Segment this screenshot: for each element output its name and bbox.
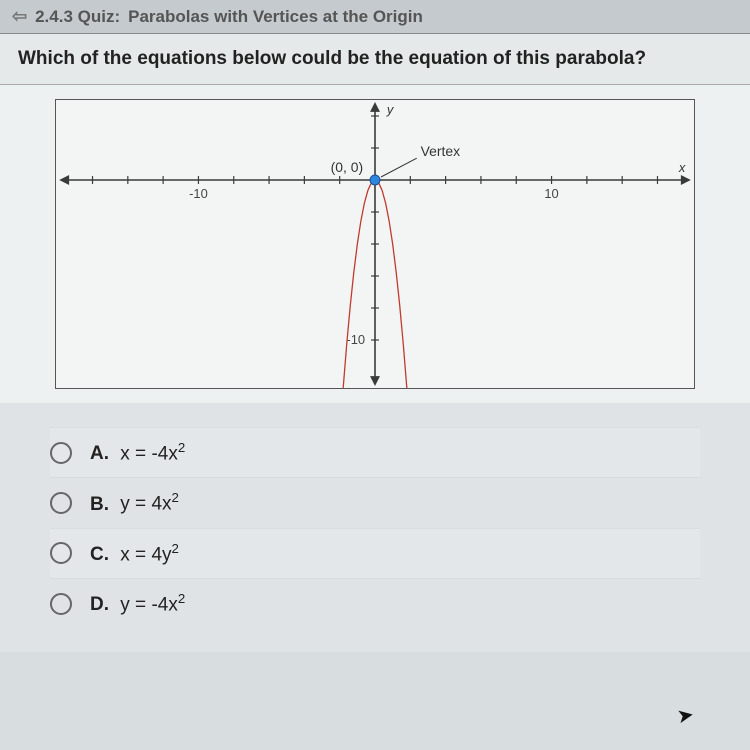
- eq-lhs: x: [120, 544, 130, 565]
- answer-letter: C.: [90, 544, 109, 565]
- answer-letter: A.: [90, 443, 109, 464]
- eq-var: x: [162, 494, 172, 515]
- answer-text: A. x = -4x2: [90, 440, 185, 465]
- quiz-title: Parabolas with Vertices at the Origin: [128, 7, 423, 27]
- eq-var: x: [168, 443, 178, 464]
- eq-exp: 2: [172, 490, 179, 505]
- radio-c[interactable]: [50, 542, 72, 564]
- answers-list: A. x = -4x2 B. y = 4x2 C. x = 4y2 D. y =…: [0, 403, 750, 652]
- svg-text:Vertex: Vertex: [421, 143, 460, 159]
- radio-b[interactable]: [50, 492, 72, 514]
- back-icon[interactable]: ⇦: [12, 6, 27, 27]
- eq-coef: -4: [151, 443, 168, 464]
- eq-var: y: [162, 544, 172, 565]
- svg-text:10: 10: [544, 186, 558, 201]
- quiz-header: ⇦ 2.4.3 Quiz: Parabolas with Vertices at…: [0, 0, 750, 34]
- answer-letter: D.: [90, 594, 109, 615]
- answer-text: C. x = 4y2: [90, 541, 179, 566]
- eq-coef: 4: [151, 494, 162, 515]
- eq-coef: 4: [151, 544, 162, 565]
- radio-a[interactable]: [50, 442, 72, 464]
- parabola-chart: -10 10 -10 (0, 0) Vertex y x: [56, 100, 694, 388]
- svg-text:(0, 0): (0, 0): [331, 159, 363, 175]
- answer-option-c[interactable]: C. x = 4y2: [50, 528, 700, 578]
- svg-text:-10: -10: [346, 332, 365, 347]
- eq-exp: 2: [178, 440, 185, 455]
- eq-var: x: [168, 594, 178, 615]
- cursor-icon: ➤: [675, 702, 696, 730]
- answer-option-a[interactable]: A. x = -4x2: [50, 427, 700, 477]
- eq-exp: 2: [172, 541, 179, 556]
- svg-text:x: x: [678, 160, 686, 175]
- answer-text: B. y = 4x2: [90, 490, 179, 515]
- breadcrumb: 2.4.3 Quiz:: [35, 7, 120, 27]
- radio-d[interactable]: [50, 593, 72, 615]
- svg-text:-10: -10: [189, 186, 208, 201]
- eq-exp: 2: [178, 591, 185, 606]
- answer-option-b[interactable]: B. y = 4x2: [50, 477, 700, 527]
- eq-lhs: x: [120, 443, 130, 464]
- eq-lhs: y: [120, 494, 130, 515]
- svg-text:y: y: [386, 102, 395, 117]
- graph-box: -10 10 -10 (0, 0) Vertex y x: [55, 99, 695, 389]
- answer-option-d[interactable]: D. y = -4x2: [50, 578, 700, 628]
- graph-area: -10 10 -10 (0, 0) Vertex y x: [0, 85, 750, 403]
- question-text: Which of the equations below could be th…: [0, 34, 750, 85]
- eq-coef: -4: [151, 594, 168, 615]
- answer-text: D. y = -4x2: [90, 591, 185, 616]
- eq-lhs: y: [120, 594, 130, 615]
- answer-letter: B.: [90, 494, 109, 515]
